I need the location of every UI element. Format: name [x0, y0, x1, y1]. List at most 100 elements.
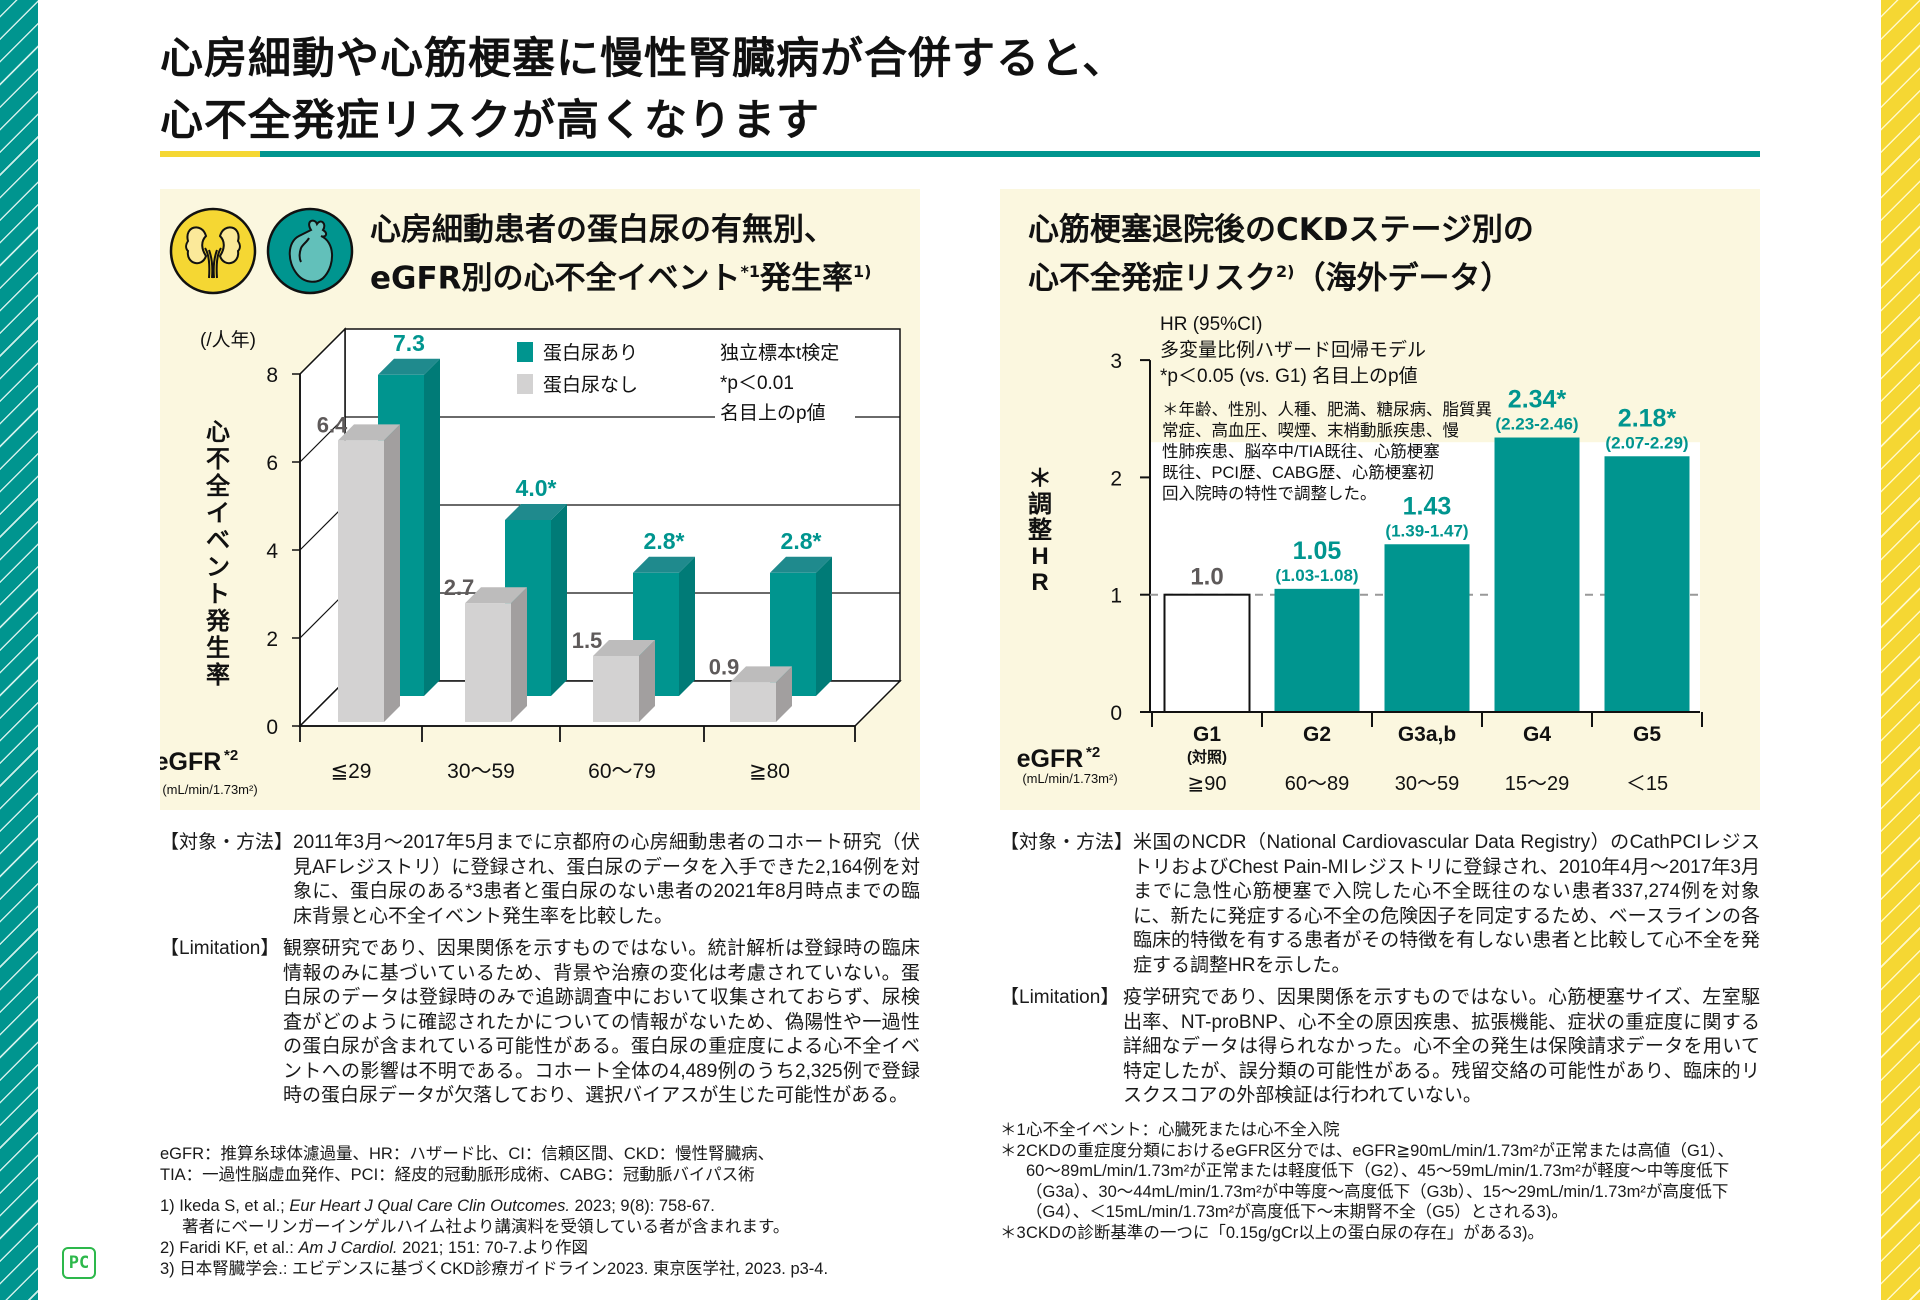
- bar-without-proteinuria: [465, 603, 511, 722]
- left-heading-line-2: eGFR別の心不全イベント*1発生率1): [370, 251, 871, 299]
- footnote-mark: ＊3: [1000, 1223, 1026, 1242]
- adjustment-note: ＊年齢、性別、人種、肥満、糖尿病、脂質異: [1162, 400, 1492, 419]
- page-title-line-1: 心房細動や心筋梗塞に慢性腎臓病が合併すると、: [160, 34, 1127, 84]
- right-heading-text: 心不全発症リスク: [1028, 260, 1276, 297]
- x-category-label: G3a,b: [1398, 723, 1456, 746]
- adjustment-note: 性肺疾患、脳卒中/TIA既往、心筋梗塞: [1162, 442, 1440, 461]
- bar-without-proteinuria-top: [465, 587, 527, 604]
- bar: [1604, 456, 1690, 712]
- abbreviation-line: eGFR：推算糸球体濾過量、HR：ハザード比、CI：信頼区間、CKD：慢性腎臓病…: [160, 1145, 775, 1163]
- bar-value-label: 7.3: [393, 330, 425, 356]
- ref-citation: 2023; 9(8): 758-67.: [569, 1197, 715, 1215]
- bar-with-proteinuria-top: [505, 504, 567, 520]
- y-axis-title-char: イ: [206, 500, 230, 527]
- y-axis-title-char: ン: [206, 554, 230, 581]
- bar-without-proteinuria-side: [511, 587, 527, 722]
- bar-value-label: 4.0*: [516, 475, 557, 501]
- legend-swatch: [517, 374, 533, 394]
- methods-label: 【対象・方法】: [160, 832, 294, 853]
- model-note: *p＜0.05 (vs. G1) 名目上のp値: [1160, 365, 1418, 387]
- legend-label: 蛋白尿なし: [543, 374, 638, 396]
- y-axis-title-char: 調: [1028, 490, 1052, 518]
- footnote-2: ＊2 CKDの重症度分類におけるeGFR区分では、eGFR≧90mL/min/1.…: [1000, 1141, 1762, 1223]
- bar-without-proteinuria-side: [639, 640, 655, 722]
- x-egfr-range: 15〜29: [1505, 773, 1570, 795]
- y-axis-title-char: 整: [1028, 517, 1052, 544]
- reference-1: 1) Ikeda S, et al.; Eur Heart J Qual Car…: [160, 1196, 920, 1217]
- side-gridline: [299, 416, 346, 463]
- left-chart-heading: 心房細動患者の蛋白尿の有無別、 eGFR別の心不全イベント*1発生率1): [370, 210, 871, 299]
- y-axis-title-char: 心: [206, 419, 230, 446]
- adjustment-note: 常症、高血圧、喫煙、末梢動脈疾患、慢: [1162, 420, 1459, 440]
- reference-2: 2) Faridi KF, et al.: Am J Cardiol. 2021…: [160, 1238, 920, 1259]
- limitation-body: 観察研究であり、因果関係を示すものではない。統計解析は登録時の臨床情報のみに基づ…: [283, 938, 920, 1106]
- bar-value-label: 1.43: [1403, 492, 1452, 520]
- bar-without-proteinuria-side: [776, 666, 792, 722]
- x-axis-title: eGFR: [1017, 745, 1084, 773]
- right-heading-ref: 2): [1276, 262, 1295, 281]
- ref-num: 2): [160, 1239, 175, 1257]
- bar: [1384, 544, 1470, 712]
- y-axis-title-char: H: [1031, 543, 1048, 570]
- bar-with-proteinuria-top: [378, 358, 440, 375]
- bar-without-proteinuria-top: [730, 666, 792, 683]
- y-axis-title-char: 率: [206, 661, 230, 689]
- footnote-text: CKDの重症度分類におけるeGFR区分では、eGFR≧90mL/min/1.73…: [1026, 1141, 1734, 1222]
- x-egfr-range: ＜15: [1626, 773, 1668, 795]
- methods-body: 米国のNCDR（National Cardiovascular Data Reg…: [1133, 832, 1760, 976]
- x-tick-label: ≦29: [331, 760, 372, 783]
- x-axis-title: eGFR: [160, 748, 221, 776]
- left-heading-text-2: 発生率: [760, 260, 854, 297]
- bar-value-label: 2.34*: [1508, 386, 1567, 414]
- x-tick-label: ≧80: [749, 760, 790, 783]
- bar-without-proteinuria: [338, 440, 384, 722]
- ref-journal: Am J Cardiol.: [298, 1239, 398, 1257]
- bar-value-label: 1.05: [1293, 537, 1342, 565]
- x-axis-unit: (mL/min/1.73m²): [1022, 771, 1117, 786]
- footnote-text: 心不全イベント：心臓死または心不全入院: [1026, 1121, 1340, 1139]
- left-heading-ref: 1): [853, 262, 872, 281]
- left-methods: 【対象・方法】 2011年3月〜2017年5月までに京都府の心房細動患者のコホー…: [160, 831, 920, 929]
- x-tick-label: 30〜59: [447, 760, 515, 783]
- side-gridline: [299, 328, 346, 375]
- bar: [1274, 588, 1360, 712]
- y-tick-label: 2: [1110, 467, 1122, 490]
- bar-without-proteinuria-top: [338, 424, 400, 441]
- model-note: HR (95%CI): [1160, 314, 1262, 335]
- methods-label: 【対象・方法】: [1000, 832, 1134, 853]
- y-tick-label: 3: [1110, 350, 1122, 373]
- x-axis-title-sup: *2: [1086, 744, 1100, 761]
- references: 1) Ikeda S, et al.; Eur Heart J Qual Car…: [160, 1196, 920, 1280]
- right-bar-chart: HR (95%CI) 多変量比例ハザード回帰モデル *p＜0.05 (vs. G1)…: [1017, 314, 1703, 795]
- methods-body: 2011年3月〜2017年5月までに京都府の心房細動患者のコホート研究（伏見AF…: [293, 832, 920, 927]
- x-egfr-range: ≧90: [1187, 773, 1226, 795]
- left-decorative-stripe: [0, 0, 38, 1300]
- bar-with-proteinuria-side: [551, 504, 567, 696]
- y-unit-label: (/人年): [200, 329, 256, 351]
- footnote-text: CKDの診断基準の一つに「0.15g/gCr以上の蛋白尿の存在」がある3)。: [1026, 1223, 1544, 1242]
- adjustment-note: 回入院時の特性で調整した。: [1162, 484, 1377, 503]
- bar-value-label: 0.9: [709, 654, 740, 679]
- x-egfr-range: 30〜59: [1395, 773, 1460, 795]
- bar-ci-label: (2.23-2.46): [1495, 415, 1578, 434]
- heart-icon: [266, 207, 354, 295]
- left-3d-bar-chart: 0 2 4 6 8 (/人年) 心不全イベント発生率 ≦29 30〜59 60〜79 ≧80 eGFR…: [160, 327, 902, 797]
- y-tick-label: 1: [1110, 585, 1122, 608]
- ref-authors: Ikeda S, et al.;: [179, 1197, 290, 1215]
- reference-1-note: 著者にベーリンガーインゲルハイム社より講演料を受領している者が含まれます。: [182, 1218, 790, 1236]
- left-study-description: 【対象・方法】 2011年3月〜2017年5月までに京都府の心房細動患者のコホー…: [160, 831, 920, 1117]
- y-tick-label: 0: [1110, 702, 1122, 725]
- left-heading-line-1: 心房細動患者の蛋白尿の有無別、: [370, 212, 835, 248]
- left-heading-text: eGFR別の心不全イベント: [370, 260, 741, 297]
- bar-with-proteinuria-top: [633, 556, 695, 573]
- left-heading-footnote-mark: *1: [740, 262, 761, 281]
- bar-ci-label: (1.39-1.47): [1385, 521, 1468, 540]
- y-axis-title-char: ＊: [1028, 465, 1052, 492]
- limitation-body: 疫学研究であり、因果関係を示すものではない。心筋梗塞サイズ、左室駆出率、NT-p…: [1123, 987, 1760, 1106]
- significance-note: *p＜0.01: [720, 373, 794, 394]
- right-limitation: 【Limitation】 疫学研究であり、因果関係を示すものではない。心筋梗塞サ…: [1000, 986, 1760, 1109]
- right-study-description: 【対象・方法】 米国のNCDR（National Cardiovascular …: [1000, 831, 1760, 1117]
- bar-value-label: 2.18*: [1618, 404, 1677, 432]
- limitation-label: 【Limitation】: [160, 938, 280, 959]
- bar-with-proteinuria-side: [679, 556, 695, 696]
